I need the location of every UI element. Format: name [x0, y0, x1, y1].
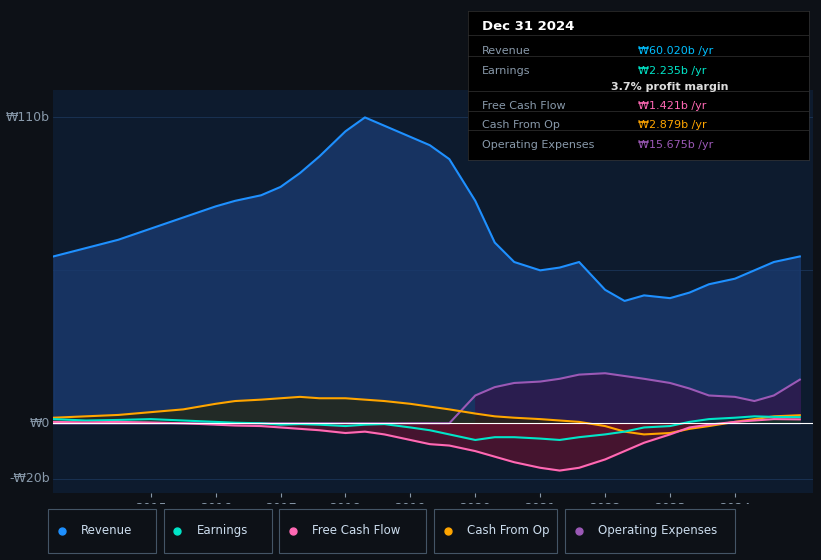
Text: Operating Expenses: Operating Expenses: [482, 140, 594, 150]
Text: 3.7% profit margin: 3.7% profit margin: [611, 82, 728, 92]
Text: Revenue: Revenue: [81, 524, 132, 537]
Text: Cash From Op: Cash From Op: [467, 524, 549, 537]
Text: ₩110b: ₩110b: [6, 111, 49, 124]
Text: Free Cash Flow: Free Cash Flow: [313, 524, 401, 537]
Text: ₩0: ₩0: [30, 417, 49, 430]
Text: Earnings: Earnings: [197, 524, 248, 537]
Text: ₩2.879b /yr: ₩2.879b /yr: [639, 120, 707, 130]
Text: Revenue: Revenue: [482, 46, 530, 56]
Text: Free Cash Flow: Free Cash Flow: [482, 101, 565, 111]
Text: Earnings: Earnings: [482, 66, 530, 76]
Text: Dec 31 2024: Dec 31 2024: [482, 20, 574, 33]
Text: ₩1.421b /yr: ₩1.421b /yr: [639, 101, 707, 111]
Text: Cash From Op: Cash From Op: [482, 120, 559, 130]
Text: ₩2.235b /yr: ₩2.235b /yr: [639, 66, 707, 76]
Text: ₩15.675b /yr: ₩15.675b /yr: [639, 140, 713, 150]
Text: -₩20b: -₩20b: [9, 473, 49, 486]
Text: Operating Expenses: Operating Expenses: [598, 524, 718, 537]
Text: ₩60.020b /yr: ₩60.020b /yr: [639, 46, 713, 56]
